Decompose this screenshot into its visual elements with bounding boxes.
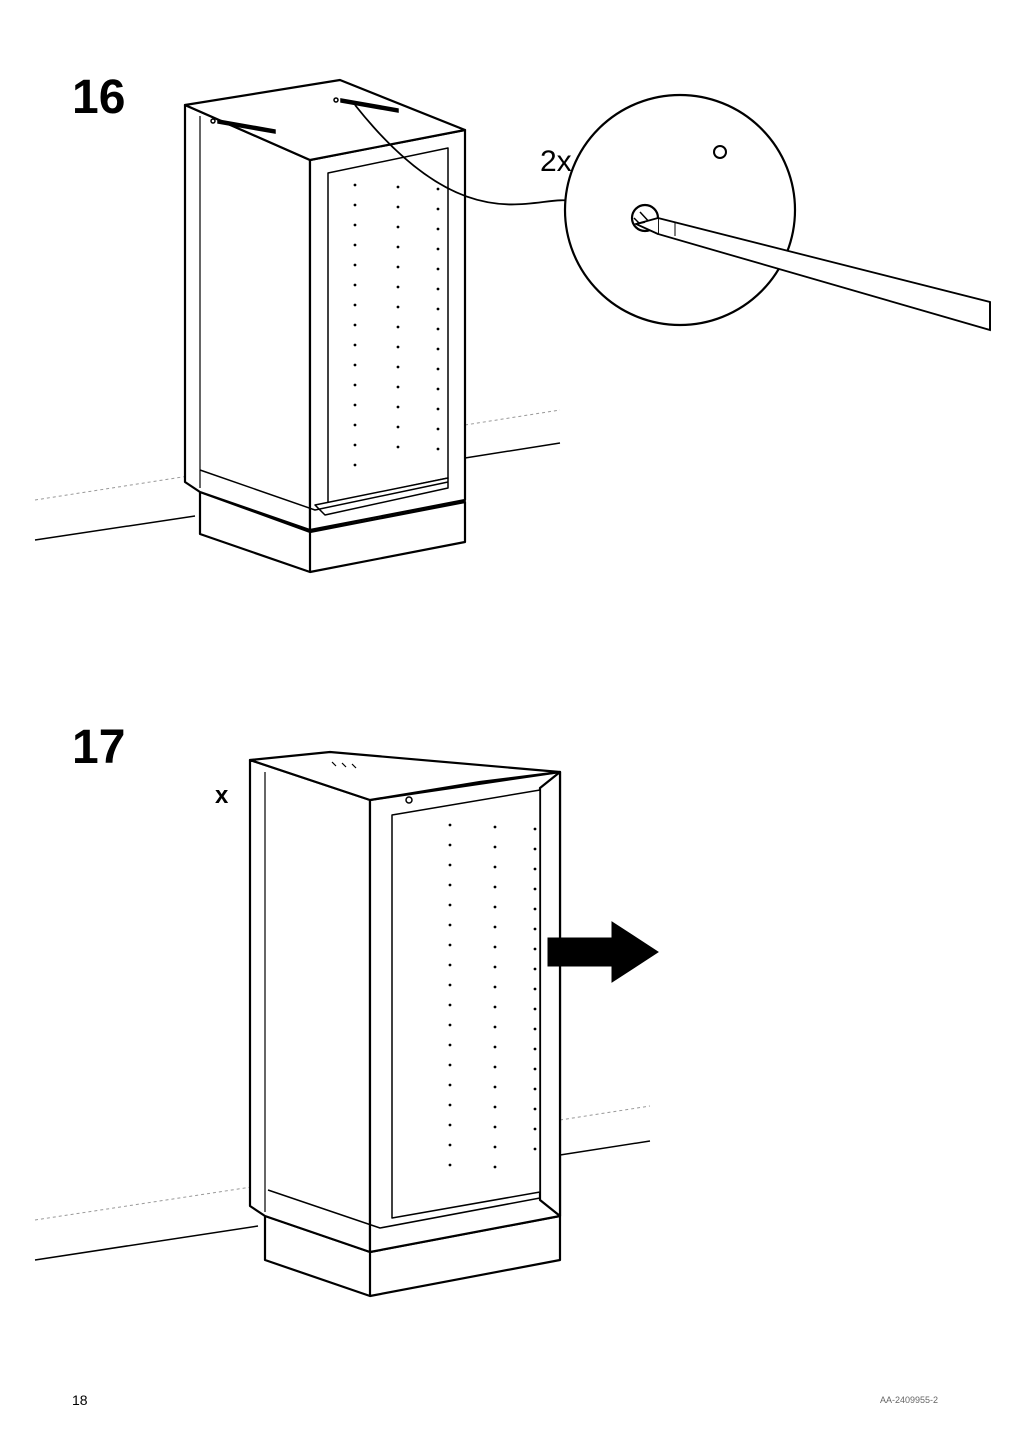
step-17-drawing [35, 752, 658, 1296]
step-16-drawing [35, 80, 990, 572]
assembly-page: 16 2x 17 x 18 AA-2409955-2 [0, 0, 1012, 1432]
diagram-svg [0, 0, 1012, 1432]
